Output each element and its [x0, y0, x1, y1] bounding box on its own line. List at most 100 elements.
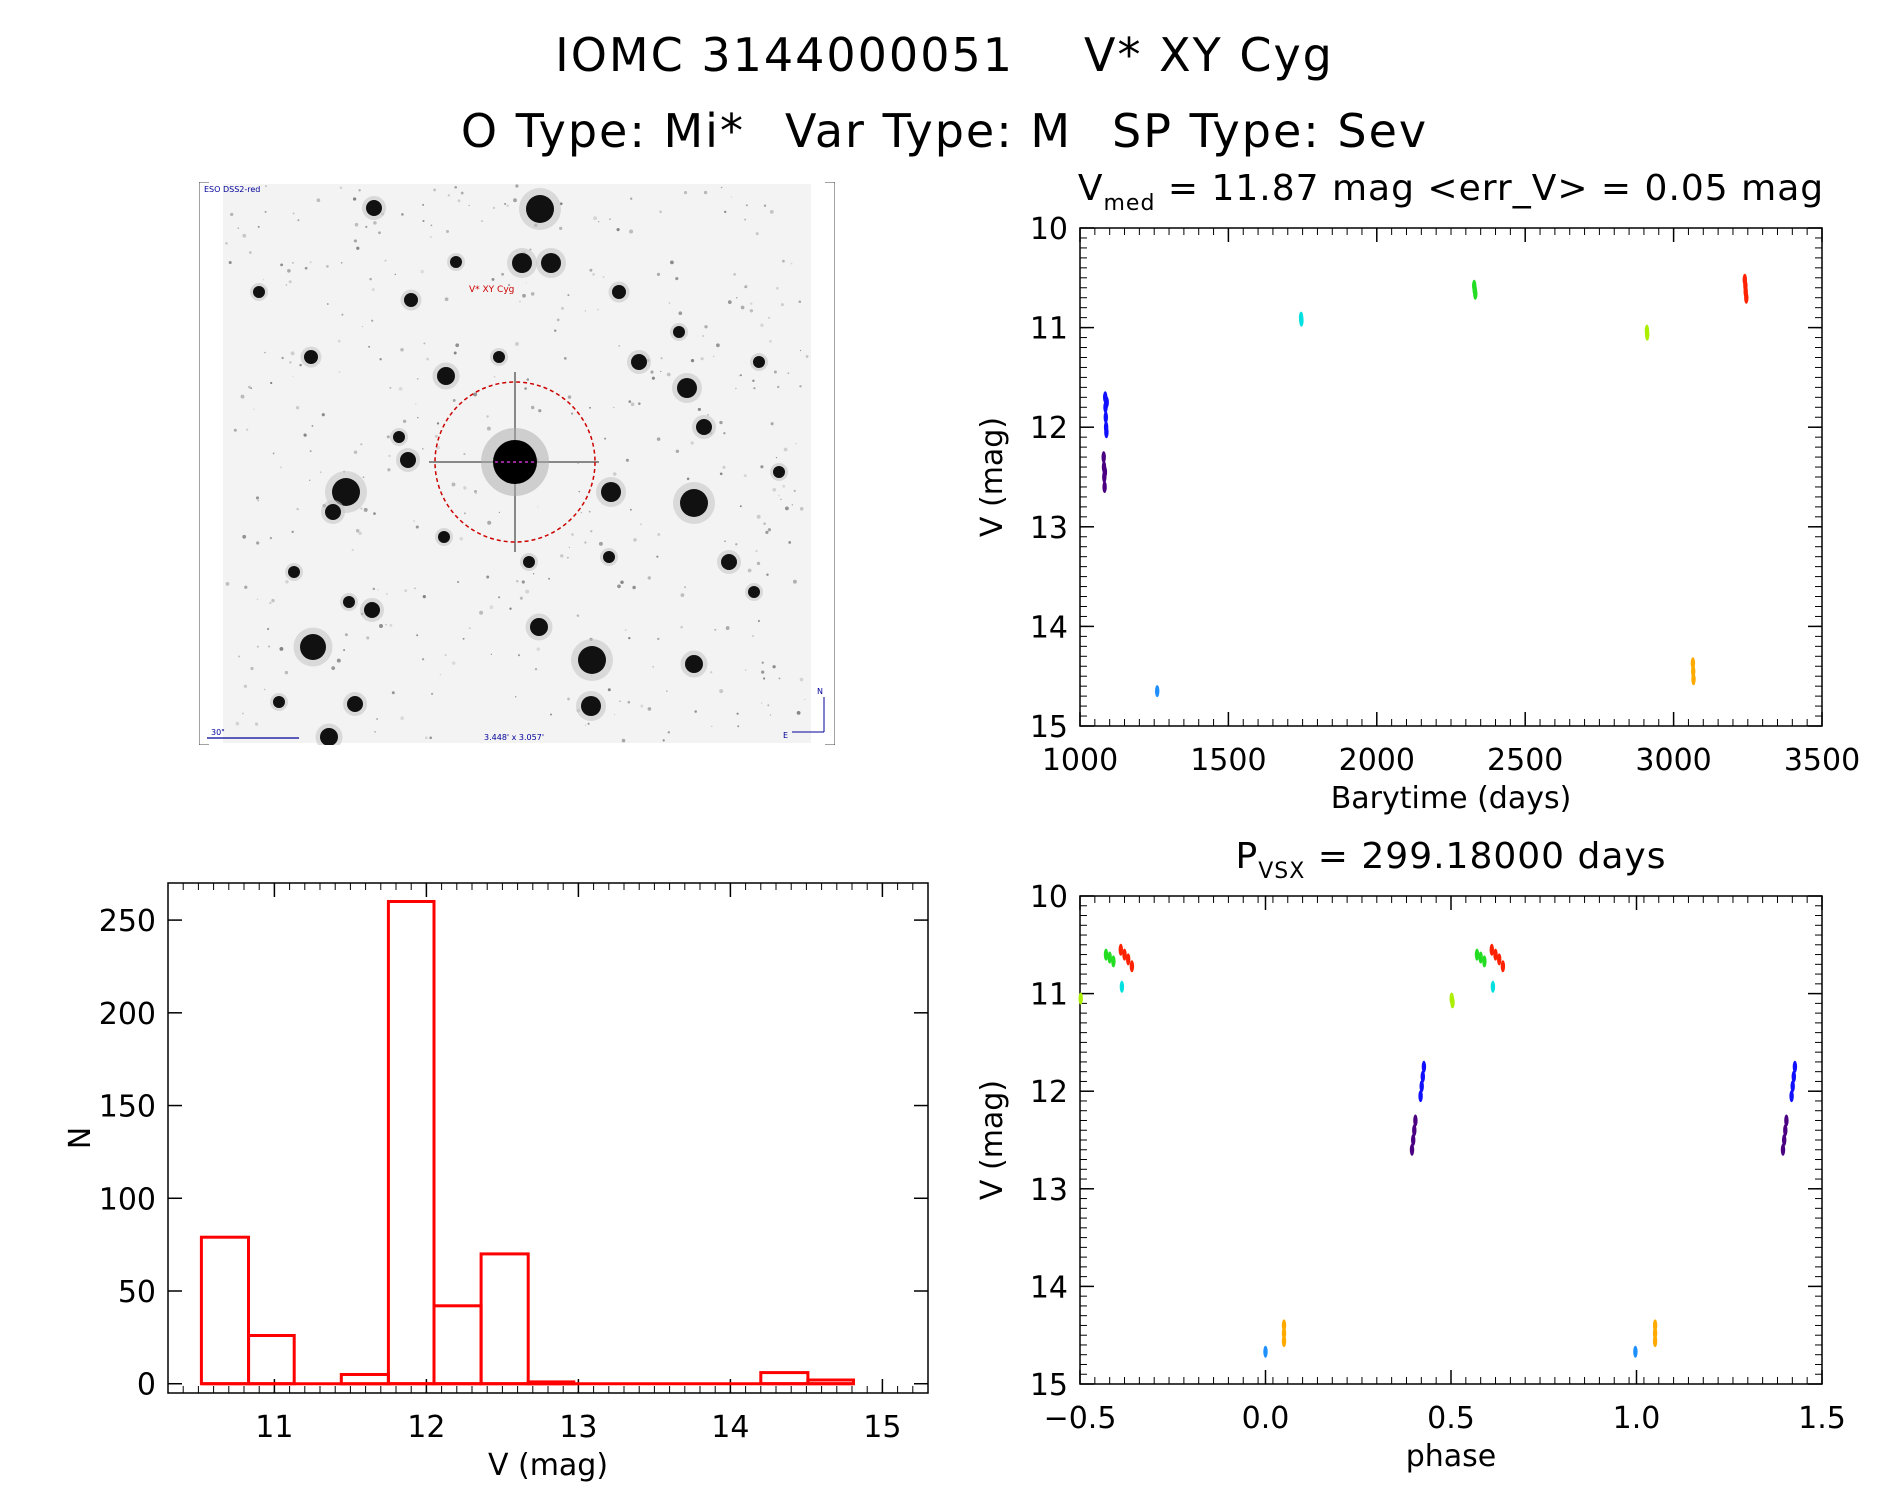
faint-star — [400, 716, 404, 720]
phased-point-blue — [1419, 1080, 1424, 1093]
page-subtitle: O Type: Mi* Var Type: M SP Type: Sev — [0, 104, 1889, 158]
faint-star — [722, 465, 726, 469]
faint-star — [760, 323, 764, 327]
faint-star — [530, 405, 535, 410]
faint-star — [765, 530, 769, 535]
faint-star — [455, 343, 460, 348]
faint-star — [269, 601, 272, 605]
faint-star — [614, 714, 616, 716]
phased-ytick-label: 14 — [1030, 1270, 1068, 1305]
faint-star — [690, 441, 694, 445]
faint-star — [340, 261, 343, 264]
phased-point-purple — [1411, 1134, 1416, 1146]
histogram-ytick-label: 50 — [118, 1275, 156, 1310]
phased-point-orange — [1652, 1335, 1658, 1348]
faint-star — [426, 357, 429, 361]
faint-star — [498, 511, 501, 514]
phased-point-purple — [1412, 1124, 1417, 1137]
lightcurve-ytick-label: 10 — [1030, 212, 1068, 247]
bright-star — [523, 556, 535, 568]
faint-star — [662, 739, 665, 742]
faint-star — [723, 432, 726, 435]
faint-star — [549, 713, 553, 716]
faint-star — [267, 627, 270, 631]
faint-star — [598, 541, 603, 546]
faint-star — [761, 670, 765, 674]
bright-star — [526, 195, 554, 223]
faint-star — [656, 437, 661, 441]
faint-star — [735, 387, 737, 390]
faint-star — [486, 415, 489, 418]
sptype-label: SP Type: Sev — [1112, 104, 1429, 158]
histogram-bar — [386, 900, 436, 1386]
bright-star — [253, 286, 265, 298]
bright-star — [288, 566, 300, 578]
faint-star — [629, 229, 634, 234]
faint-star — [628, 636, 631, 640]
faint-star — [337, 339, 341, 343]
faint-star — [775, 456, 778, 459]
faint-star — [755, 232, 759, 236]
phased-point-cyan — [1490, 980, 1496, 993]
faint-star — [244, 585, 248, 589]
finder-image: ESO DSS2-red V* XY Cyg 30" 3.448' x 3.05… — [198, 181, 836, 751]
faint-star — [612, 472, 617, 476]
histogram-bar — [199, 1235, 250, 1386]
faint-star — [363, 507, 368, 512]
scale-label: 30" — [211, 728, 225, 737]
faint-star — [756, 514, 761, 519]
faint-star — [719, 472, 723, 476]
faint-star — [242, 233, 247, 238]
faint-star — [308, 479, 311, 482]
phased-ytick-label: 15 — [1030, 1368, 1068, 1403]
faint-star — [369, 277, 372, 281]
bright-star — [753, 356, 765, 368]
faint-star — [299, 363, 302, 367]
faint-star — [434, 434, 438, 438]
faint-star — [628, 400, 632, 403]
faint-star — [309, 261, 312, 264]
histogram-ytick-label: 0 — [137, 1368, 156, 1403]
faint-star — [776, 385, 780, 389]
faint-star — [755, 550, 758, 553]
faint-star — [515, 341, 519, 346]
phased-point-green — [1482, 955, 1487, 968]
faint-star — [492, 206, 496, 210]
phased-title: PVSX = 299.18000 days — [1236, 836, 1667, 884]
bright-star — [696, 419, 712, 435]
faint-star — [530, 292, 535, 296]
faint-star — [799, 349, 802, 352]
faint-star — [445, 229, 450, 234]
phased-plot: −0.5 0.0 0.5 1.0 1.5 10 11 12 13 14 15 phase V (mag)… — [975, 836, 1846, 1474]
bright-star — [438, 531, 450, 543]
faint-star — [463, 486, 467, 490]
faint-star — [667, 731, 670, 734]
lightcurve-xtick-label: 3500 — [1784, 743, 1860, 778]
faint-star — [513, 198, 517, 203]
faint-star — [424, 736, 428, 740]
faint-star — [567, 395, 572, 399]
faint-star — [320, 471, 322, 473]
faint-star — [769, 210, 774, 214]
faint-star — [563, 357, 567, 360]
bright-star — [364, 602, 380, 618]
faint-star — [778, 494, 780, 497]
faint-star — [250, 387, 253, 390]
phased-point-red — [1122, 948, 1127, 961]
phased-point-red — [1126, 953, 1131, 966]
faint-star — [675, 449, 680, 454]
faint-star — [366, 636, 370, 640]
bright-star — [343, 596, 355, 608]
faint-star — [257, 499, 260, 502]
faint-star — [590, 530, 593, 533]
faint-star — [394, 273, 397, 276]
faint-star — [506, 204, 509, 207]
faint-star — [780, 303, 784, 307]
faint-star — [285, 580, 289, 584]
faint-star — [767, 704, 770, 707]
faint-star — [752, 379, 755, 382]
faint-star — [538, 409, 542, 413]
faint-star — [719, 420, 723, 425]
faint-star — [735, 297, 738, 299]
